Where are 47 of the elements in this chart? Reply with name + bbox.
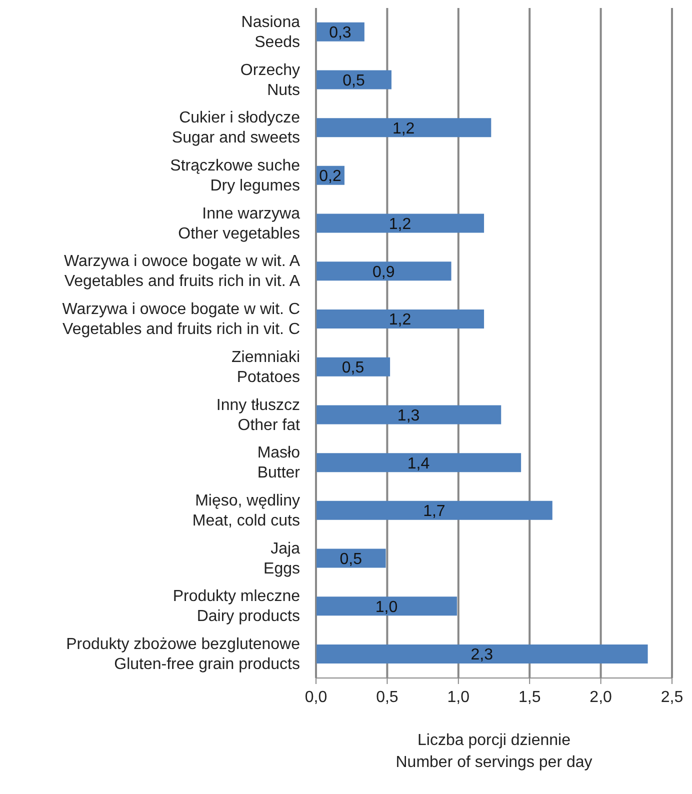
y-tick-label: Ziemniaki Potatoes [232, 348, 300, 386]
data-label: 1,2 [392, 120, 415, 138]
bar [316, 596, 457, 616]
data-label: 0,5 [340, 550, 362, 568]
bar [316, 118, 492, 138]
y-tick-label: Inny tłuszcz Other fat [216, 396, 301, 434]
data-label: 0,2 [319, 168, 342, 186]
x-axis-title: Liczba porcji dziennie Number of servings per day [394, 731, 594, 773]
x-tick-label: 0,0 [304, 689, 328, 706]
y-tick-label: Produkty mleczne Dairy products [172, 588, 300, 626]
data-label: 1,2 [388, 312, 412, 329]
y-tick-label: Strączkowe suche Dry legumes [170, 158, 300, 194]
data-label: 0,5 [342, 360, 364, 377]
x-tick-label: 1,5 [518, 689, 541, 706]
bar [316, 453, 522, 472]
data-label: 0,3 [329, 24, 352, 42]
data-label: 0,9 [372, 264, 395, 281]
x-tick-label: 2,0 [590, 689, 612, 706]
bar [316, 548, 386, 568]
bar [316, 500, 552, 520]
data-label: 1,2 [388, 216, 412, 233]
bar [316, 262, 452, 281]
y-tick-label: Orzechy Nuts [240, 62, 300, 99]
data-label: 1,3 [397, 407, 420, 424]
bar [316, 357, 390, 376]
bar [316, 310, 484, 328]
data-label: 1,0 [375, 598, 398, 616]
bar [316, 214, 484, 233]
x-tick-label: 1,0 [447, 689, 470, 706]
y-tick-label: Mięso, wędliny Meat, cold cuts [192, 492, 300, 530]
data-label: 1,7 [423, 503, 446, 520]
data-label: 1,4 [407, 455, 430, 472]
y-tick-label: Inne warzywa Other vegetables [178, 205, 300, 242]
data-label: 0,5 [342, 72, 365, 90]
bar [316, 405, 502, 424]
y-tick-label: Warzywa i owoce bogate w wit. A Vegetables and fruits rich in vit. A [64, 253, 300, 290]
y-tick-label: Jaja Eggs [264, 540, 300, 578]
y-tick-label: Masło Butter [257, 444, 301, 482]
y-tick-label: Nasiona Seeds [241, 14, 300, 51]
bar [316, 70, 392, 90]
y-tick-label: Warzywa i owoce bogate w wit. C Vegetables and fruits rich in vit. C [62, 301, 300, 338]
bar [316, 644, 648, 664]
y-tick-label: Cukier i słodycze Sugar and sweets [172, 110, 300, 147]
x-tick-label: 2,5 [660, 689, 684, 706]
data-label: 2,3 [470, 646, 494, 664]
y-tick-label: Produkty zbożowe bezglutenowe Gluten-free grain products [66, 636, 300, 674]
x-tick-label: 0,5 [376, 689, 398, 706]
